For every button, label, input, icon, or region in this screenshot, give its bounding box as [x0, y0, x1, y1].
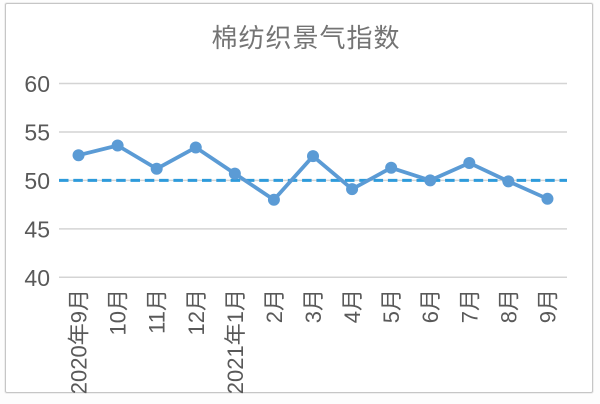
- x-axis-tick-label: 9月: [535, 289, 560, 323]
- data-point-marker: [228, 167, 241, 180]
- data-point-marker: [150, 162, 163, 175]
- data-point-marker: [463, 156, 476, 169]
- y-axis-tick-label: 60: [24, 71, 50, 97]
- data-point-marker: [72, 149, 85, 162]
- y-axis-tick-label: 40: [24, 265, 50, 291]
- data-point-marker: [424, 174, 437, 187]
- data-point-marker: [346, 183, 359, 196]
- y-axis-tick-label: 55: [24, 119, 50, 145]
- x-axis-tick-label: 2020年9月: [67, 289, 92, 394]
- x-axis-tick-label: 2021年1月: [223, 289, 248, 394]
- data-point-marker: [307, 150, 319, 163]
- y-axis-tick-label: 45: [24, 216, 50, 242]
- chart-title: 棉纺织景气指数: [211, 23, 401, 53]
- x-axis-tick-label: 10月: [106, 289, 131, 335]
- data-point-marker: [385, 161, 398, 174]
- x-axis-tick-label: 7月: [457, 289, 482, 323]
- data-point-marker: [502, 175, 515, 188]
- x-axis-tick-label: 4月: [340, 289, 365, 323]
- x-axis-tick-label: 3月: [301, 289, 326, 323]
- x-axis-tick-label: 5月: [379, 289, 404, 323]
- data-point-marker: [189, 141, 202, 154]
- x-axis-tick-label: 6月: [418, 289, 443, 323]
- x-axis-tick-label: 8月: [496, 289, 521, 323]
- chart-frame: [5, 3, 593, 393]
- data-point-marker: [111, 139, 124, 152]
- data-point-marker: [267, 193, 280, 206]
- y-axis-tick-label: 50: [24, 168, 50, 194]
- x-axis-tick-label: 11月: [145, 289, 170, 334]
- x-axis-tick-label: 12月: [184, 289, 209, 335]
- data-point-marker: [541, 192, 554, 205]
- x-axis-tick-label: 2月: [262, 289, 287, 323]
